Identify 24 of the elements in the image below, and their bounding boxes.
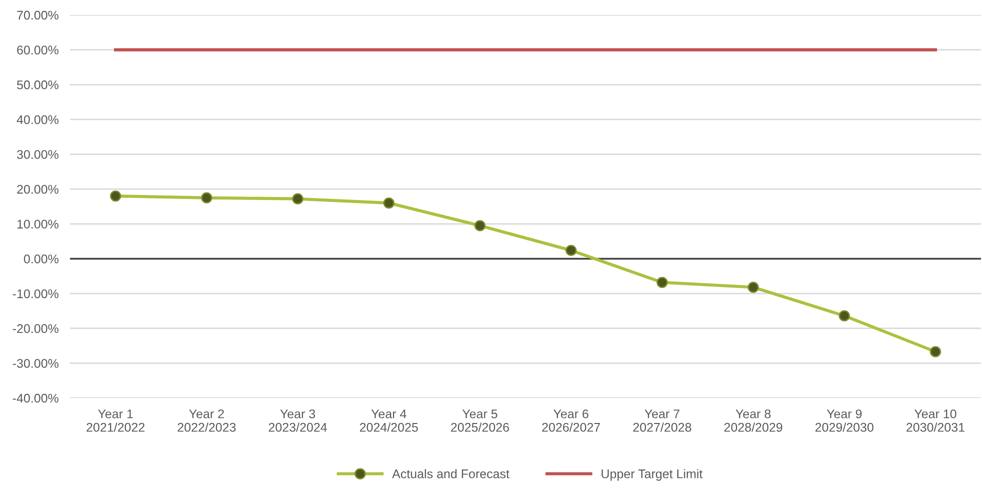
y-tick-label: 70.00% (17, 10, 58, 20)
x-tick-label: Year 4 2024/2025 (360, 410, 418, 432)
x-tick-label: Year 1 2021/2022 (86, 410, 144, 432)
y-tick-label: -30.00% (12, 358, 58, 368)
y-tick-label: -40.00% (12, 394, 58, 403)
x-tick-label: Year 5 2025/2026 (451, 410, 509, 432)
y-tick-label: 40.00% (16, 115, 58, 124)
y-tick-label: -20.00% (12, 324, 58, 334)
y-tick-label: 30.00% (16, 150, 58, 159)
y-tick-label: 50.00% (16, 80, 58, 90)
x-tick-label: Year 6 2026/2027 (542, 409, 600, 432)
y-tick-label: -10.00% (12, 289, 58, 298)
legend-label: Actuals and Forecast (392, 469, 510, 478)
x-tick-label: Year 3 2023/2024 (268, 409, 327, 432)
legend-label: Upper Target Limit (602, 469, 703, 481)
x-tick-label: Year 7 2027/2028 (633, 410, 692, 432)
x-tick-label: Year 10 2030/2031 (906, 409, 964, 432)
y-tick-label: 10.00% (17, 220, 58, 229)
y-tick-label: 60.00% (17, 46, 58, 54)
y-tick-label: 20.00% (17, 184, 58, 194)
x-tick-label: Year 2 2022/2023 (178, 409, 236, 432)
y-tick-label: 0.00% (24, 254, 58, 264)
x-tick-label: Year 9 2029/2030 (815, 409, 874, 432)
x-tick-label: Year 8 2028/2029 (724, 409, 782, 432)
